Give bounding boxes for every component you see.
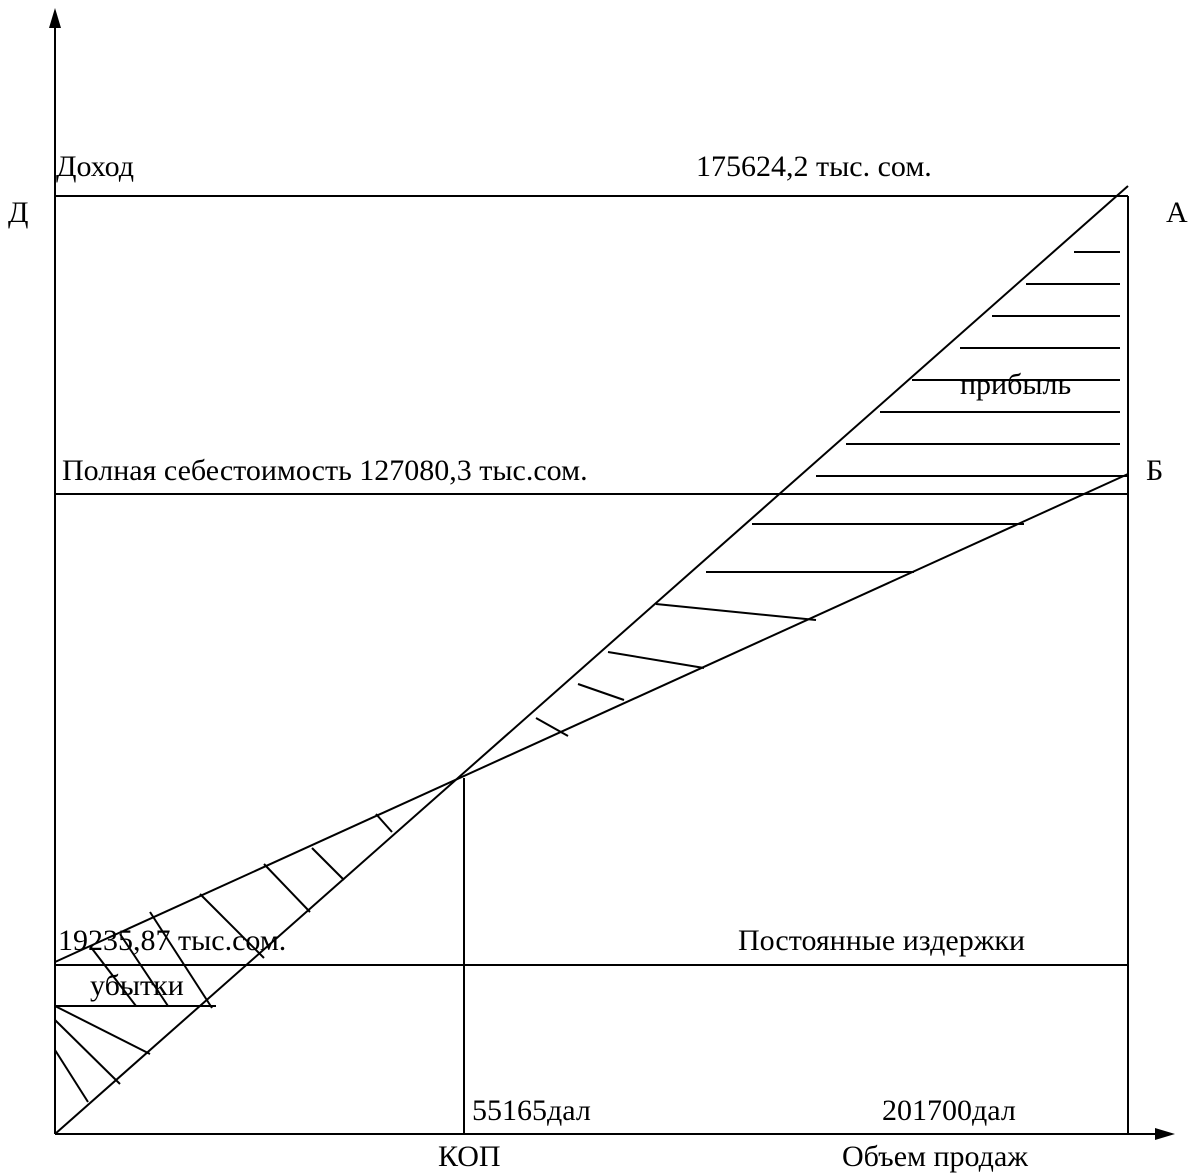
fixed-costs-label: Постоянные издержки xyxy=(738,924,1025,957)
profit-hatch-line xyxy=(577,683,625,701)
profit-hatch-line xyxy=(607,651,705,669)
fixed-cost-value-label: 19235,87 тыс.сом. xyxy=(58,924,286,957)
point-b-label: Б xyxy=(1146,454,1163,487)
profit-hatch-line xyxy=(375,813,393,833)
break-even-volume-label: 55165дал xyxy=(472,1094,591,1127)
loss-hatch-line xyxy=(54,1019,121,1085)
profit-region-label: прибыль xyxy=(960,368,1071,401)
x-axis-label: Объем продаж xyxy=(842,1140,1028,1173)
point-a-label: А xyxy=(1166,196,1188,229)
break-even-point-label: КОП xyxy=(438,1140,501,1173)
total-cost-line xyxy=(54,473,1129,963)
loss-hatch-line xyxy=(54,1005,151,1055)
profit-hatch-line xyxy=(655,603,817,621)
loss-hatch-line xyxy=(119,933,169,1007)
revenue-value-label: 175624,2 тыс. сом. xyxy=(696,150,932,183)
loss-hatching xyxy=(54,911,216,1103)
profit-hatch-line xyxy=(535,717,569,737)
max-volume-label: 201700дал xyxy=(882,1094,1016,1127)
point-d-label: Д xyxy=(8,196,28,229)
profit-hatch-line xyxy=(311,847,345,881)
revenue-line xyxy=(54,185,1129,1135)
loss-region-label: убытки xyxy=(90,969,184,1002)
profit-hatching xyxy=(199,251,1128,959)
loss-hatch-line xyxy=(89,945,137,1007)
revenue-axis-label: Доход xyxy=(56,150,134,183)
full-cost-label: Полная себестоимость 127080,3 тыс.сом. xyxy=(62,454,588,487)
loss-hatch-line xyxy=(149,911,213,1009)
x-axis-arrow xyxy=(1155,1128,1175,1140)
profit-hatch-line xyxy=(263,863,311,913)
loss-hatch-line xyxy=(54,1049,89,1103)
profit-hatch-line xyxy=(199,893,265,959)
y-axis-arrow xyxy=(49,8,61,28)
